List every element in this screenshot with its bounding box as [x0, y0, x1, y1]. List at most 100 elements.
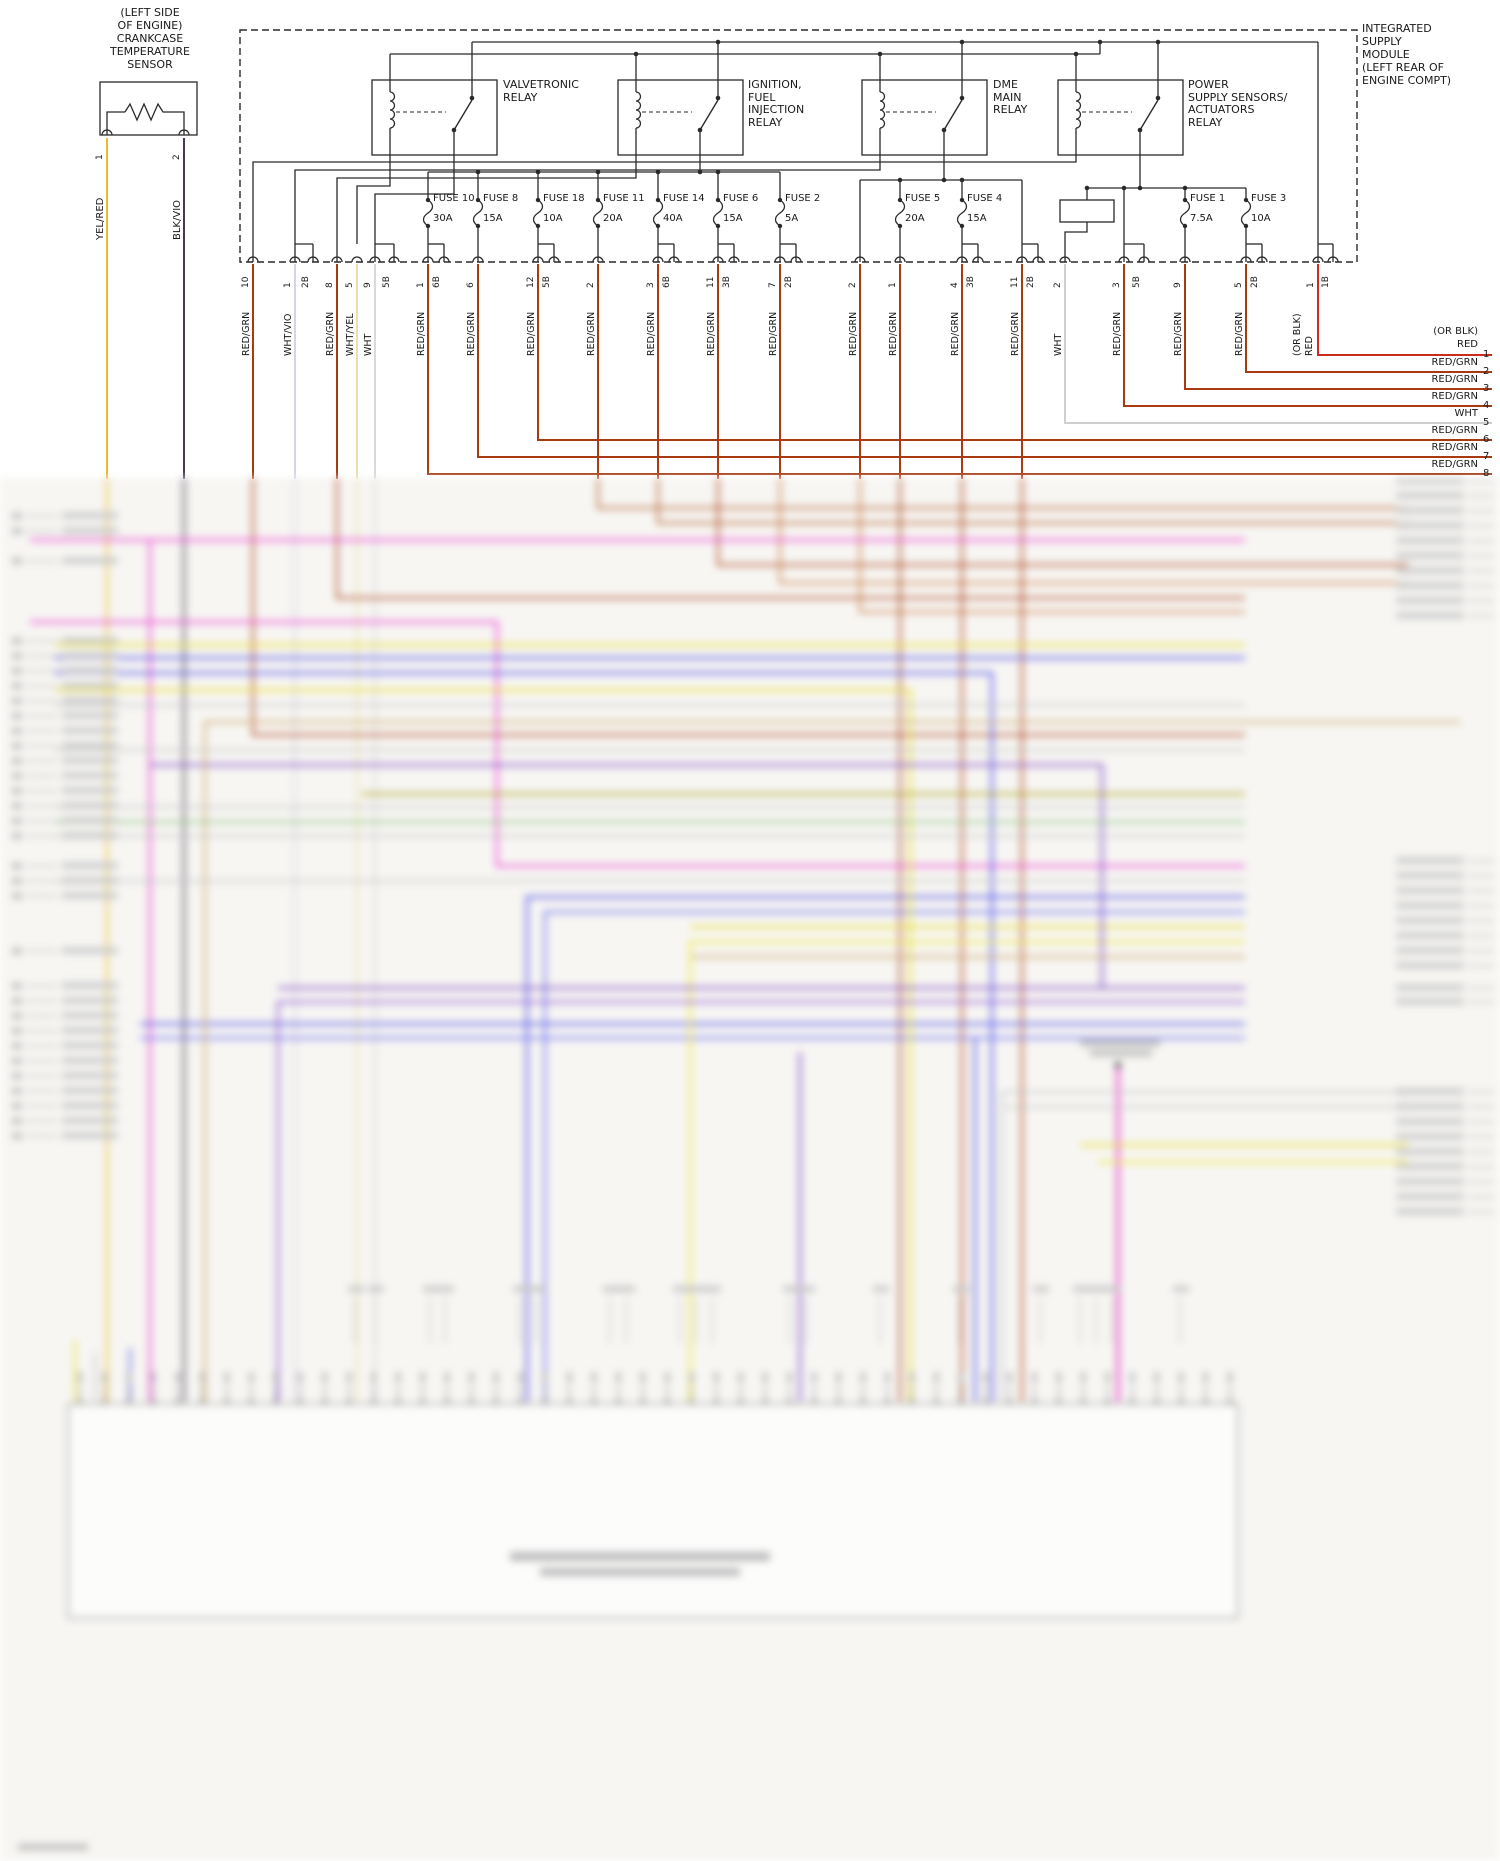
fuse-amp: 5A [785, 213, 799, 224]
connector-pin-arc [548, 256, 560, 263]
left-number-smudge [12, 713, 22, 719]
wire-color-label: BLK/VIO [172, 199, 183, 240]
ecu-pin-number-smudge [420, 1372, 425, 1383]
ecu-pin-number-smudge [126, 1372, 131, 1383]
inline-connector-smudge [603, 1286, 619, 1292]
module-title-line: INTEGRATED [1362, 22, 1432, 35]
output-number: 1 [1483, 349, 1490, 360]
right-label-smudge [1396, 998, 1464, 1005]
pin-number: 1 [416, 282, 426, 288]
left-number-smudge [12, 743, 22, 749]
connector-pin-arc [422, 256, 434, 263]
output-number: 6 [1483, 434, 1490, 445]
left-number-smudge [12, 773, 22, 779]
left-number-smudge [12, 528, 22, 534]
ecu-pin-number-smudge [518, 1372, 523, 1383]
pin-number: 11 [706, 276, 716, 288]
relay-box [861, 79, 988, 156]
right-label-smudge [1396, 612, 1464, 619]
schematic-wire [252, 128, 1077, 262]
relay-label-line: MAIN [993, 90, 1022, 104]
inline-connector-smudge [799, 1286, 815, 1292]
left-label-smudge [62, 742, 118, 749]
pin-number: 2 [586, 282, 596, 288]
left-number-smudge [12, 698, 22, 704]
wire-color-label: RED [1304, 336, 1315, 356]
ecu-pin-number-smudge [1007, 1372, 1012, 1383]
fuse-terminal-dot [1243, 223, 1249, 229]
left-number-smudge [12, 1103, 22, 1109]
fuse-name: FUSE 8 [483, 193, 519, 204]
ecu-pin-number-smudge [273, 1372, 278, 1383]
fuse-symbol [472, 199, 484, 227]
wire-color-label: RED/GRN [1173, 311, 1184, 356]
ecu-pin-number-smudge [787, 1372, 792, 1383]
relay-coil-symbol [879, 91, 886, 129]
fuse-terminal-dot [425, 223, 431, 229]
blurred-wire [276, 1000, 1245, 1402]
colored-wire [1317, 264, 1492, 356]
ecu-pin-number-smudge [151, 1372, 156, 1383]
relay-switch-blade [1139, 99, 1159, 131]
junction-dot [475, 169, 481, 175]
ecu-pin-number-smudge [322, 1372, 327, 1383]
blurred-wire [30, 620, 1245, 868]
fuse-terminal-dot [897, 197, 903, 203]
ecu-pin-number-smudge [1228, 1372, 1232, 1383]
output-label: RED/GRN [1431, 391, 1478, 402]
fuse-terminal-dot [1243, 197, 1249, 203]
left-label-smudge [62, 757, 118, 764]
ecu-pin-number-smudge [934, 1372, 939, 1383]
schematic-wire [356, 128, 391, 244]
blurred-text-smudge [540, 1568, 740, 1576]
blurred-wire [55, 688, 912, 1402]
pin-number: 3 [1112, 282, 1122, 288]
ecu-pin-number-smudge [78, 1372, 82, 1383]
schematic-wire [374, 130, 455, 244]
left-number-smudge [12, 758, 22, 764]
connector-pin-arc [247, 256, 259, 263]
pin-number: 8 [325, 282, 335, 288]
junction-dot [697, 127, 703, 133]
junction-dot [715, 39, 721, 45]
ecu-pin-number-smudge [1130, 1372, 1135, 1383]
relay-label-line: FUEL [748, 90, 776, 104]
ecu-connector-arc [345, 1400, 353, 1405]
left-label-smudge [62, 947, 118, 954]
connector-pin-arc [178, 129, 190, 136]
fuse-terminal-dot [595, 197, 601, 203]
ecu-pin-number-smudge [665, 1372, 670, 1383]
junction-dot [1073, 51, 1079, 57]
colored-wire [477, 264, 1492, 458]
blurred-wire [859, 478, 1245, 613]
fuse-symbol [652, 199, 664, 227]
left-number-smudge [12, 558, 22, 564]
integrated-supply-module-outline [239, 29, 1358, 263]
left-label-smudge [62, 802, 118, 809]
pin-number: 5 [345, 282, 355, 288]
junction-dot [655, 169, 661, 175]
left-number-smudge [12, 803, 22, 809]
junction-dot [1137, 127, 1143, 133]
colored-wire [1245, 264, 1492, 373]
connector-pin-arc [790, 256, 802, 263]
ecu-pin-number-smudge [738, 1372, 743, 1383]
connector-pin-arc [1179, 256, 1191, 263]
schematic-wire [294, 128, 881, 244]
blurred-wire [543, 910, 1245, 1402]
fuse-symbol [532, 199, 544, 227]
ecu-pin-number-smudge [909, 1372, 914, 1383]
ecu-connector-arc [1177, 1400, 1185, 1405]
ecu-connector-arc [834, 1400, 843, 1405]
connector-pin-arc [472, 256, 484, 263]
connector-pin-arc [1016, 256, 1028, 263]
inline-connector-smudge [368, 1286, 384, 1292]
wiring-svg-blurred [12, 478, 1494, 1850]
relay-switch-blade [699, 99, 719, 131]
right-label-smudge [1396, 492, 1464, 499]
ecu-pin-number-smudge [1032, 1372, 1037, 1383]
module-title-line: (LEFT REAR OF [1362, 61, 1444, 74]
junction-dot [897, 177, 903, 183]
wire-color-label: RED/GRN [706, 311, 717, 356]
